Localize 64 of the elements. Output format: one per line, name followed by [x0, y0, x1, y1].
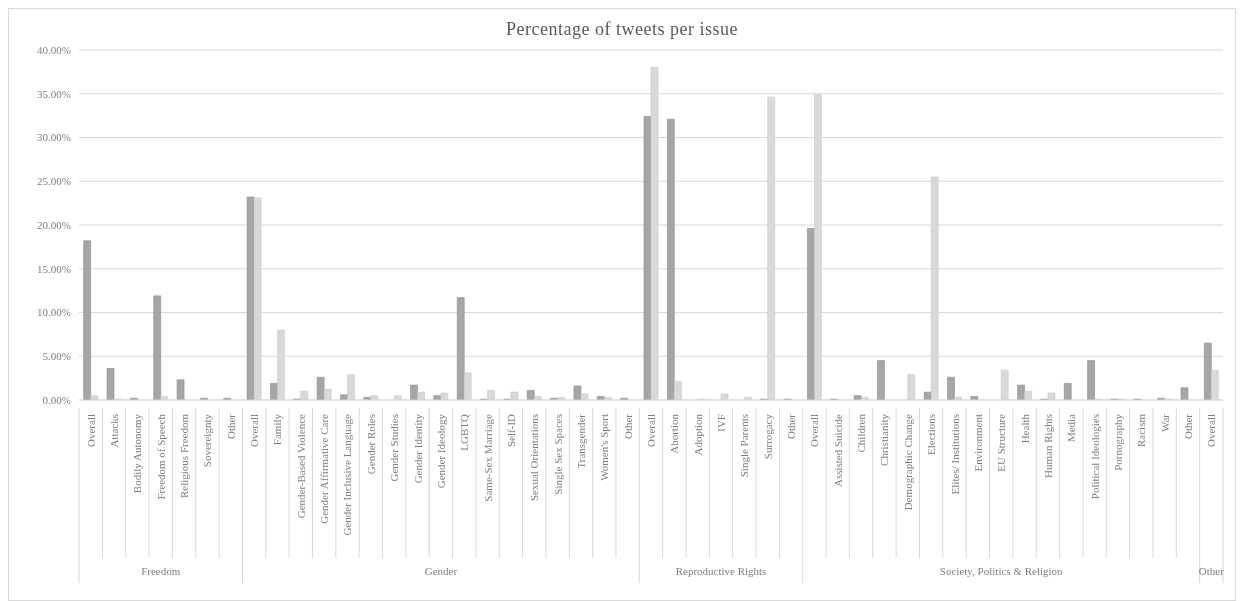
x-tick-label: Political Ideologies: [1088, 414, 1101, 500]
x-tick-label: Overall: [84, 414, 97, 447]
x-tick-label: Gender Roles: [364, 414, 377, 475]
x-tick-label: War: [1158, 413, 1171, 433]
x-tick-label: Self-ID: [504, 413, 517, 447]
x-tick-label: Gender Ideology: [434, 413, 447, 489]
x-tick-label: Adoption: [691, 413, 704, 456]
x-tick-label: Family: [271, 413, 284, 446]
y-tick-label: 10.00%: [37, 306, 71, 319]
x-tick-label: Gender Affirmative Care: [318, 413, 331, 524]
y-tick-label: 15.00%: [37, 262, 71, 275]
x-tick-label: Religious Freedom: [178, 413, 191, 499]
x-tick-label: Sovereignty: [201, 413, 214, 468]
x-tick-label: Freedom of Speech: [154, 413, 167, 500]
text: Reproductive Rights: [675, 565, 767, 577]
x-tick-label: Christianity: [878, 413, 891, 466]
y-tick-label: 35.00%: [37, 87, 71, 100]
y-tick-label: 40.00%: [37, 43, 71, 56]
x-tick-label: Children: [855, 413, 868, 453]
x-tick-label: Gender Identity: [411, 413, 424, 484]
x-tick-label: Attacks: [108, 414, 121, 448]
x-tick-label: Sexual Orientations: [528, 414, 541, 502]
x-tick-label: Overall: [645, 414, 657, 447]
x-tick-label: Same-Sex Marriage: [481, 413, 494, 502]
x-tick-label: Abortion: [668, 413, 681, 454]
y-tick-label: 25.00%: [37, 175, 71, 188]
x-tick-label: Demographic Change: [901, 413, 914, 511]
x-tick-label: Media: [1065, 413, 1078, 443]
x-tick-label: Bodily Autonomy: [131, 413, 144, 494]
x-tick-label: Overall: [808, 414, 821, 447]
x-tick-label: Surrogacy: [761, 413, 774, 460]
x-tick-label: Other: [621, 413, 634, 440]
x-tick-label: Elites/ Institutions: [948, 414, 961, 495]
y-tick-label: 20.00%: [37, 218, 71, 231]
text: Other: [1198, 565, 1225, 577]
text: Gender: [424, 565, 458, 577]
x-tick-label: Single Parents: [738, 414, 751, 478]
x-tick-label: Pornography: [1111, 413, 1124, 471]
x-tick-label: LGBTQ: [458, 413, 471, 451]
x-tick-label: Overall: [1205, 414, 1218, 447]
x-tick-label: Racism: [1135, 413, 1148, 447]
x-tick-label: Gender Studies: [388, 414, 401, 482]
x-tick-label: Women's Sport: [598, 414, 611, 481]
x-tick-label: Gender Inclusive Language: [341, 413, 354, 536]
x-tick-label: Overall: [248, 414, 261, 447]
y-tick-label: 0.00%: [42, 393, 71, 406]
x-tick-label: EU Structure: [995, 413, 1008, 472]
x-tick-label: Elections: [925, 414, 938, 455]
x-tick-label: Health: [1018, 413, 1031, 444]
x-tick-label: Other: [1181, 413, 1194, 440]
text: Freedom: [141, 565, 181, 577]
x-tick-label: Other: [224, 413, 237, 440]
x-tick-label: Single Sex Spaces: [551, 414, 564, 495]
x-tick-label: Human Rights: [1041, 414, 1054, 478]
text: Society, Politics & Religion: [939, 565, 1064, 577]
y-tick-label: 5.00%: [42, 350, 71, 363]
x-tick-label: Transgender: [574, 413, 587, 469]
y-tick-label: 30.00%: [37, 131, 71, 144]
chart-title: Percentage of tweets per issue: [505, 18, 739, 40]
x-tick-label: IVF: [715, 414, 728, 432]
x-tick-label: Other: [785, 413, 798, 440]
x-tick-label: Assisted Suicide: [831, 413, 844, 488]
x-tick-label: Gender-Based Violence: [294, 413, 307, 519]
x-tick-label: Environment: [971, 414, 984, 472]
